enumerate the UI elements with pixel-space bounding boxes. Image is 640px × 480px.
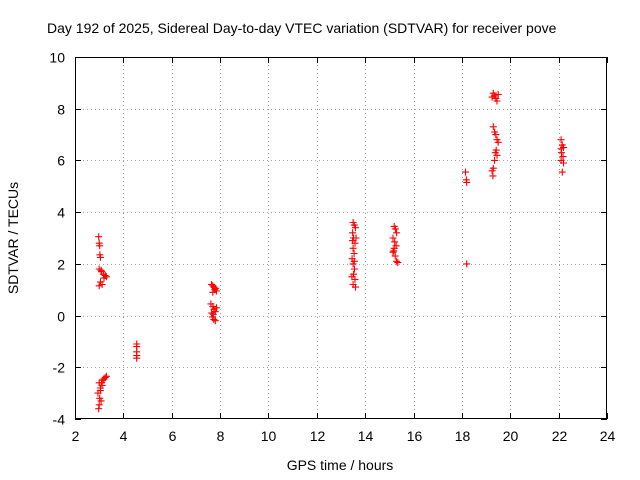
data-point xyxy=(462,168,469,176)
plot-frame xyxy=(75,57,607,419)
y-tick-label: -4 xyxy=(53,412,66,428)
data-point xyxy=(393,229,401,237)
data-point xyxy=(95,282,103,290)
x-tick-label: 6 xyxy=(169,428,177,444)
data-point xyxy=(389,248,397,256)
x-tick-label: 10 xyxy=(261,428,277,444)
data-point xyxy=(391,252,399,260)
data-point xyxy=(352,224,359,232)
x-tick-label: 8 xyxy=(217,428,225,444)
x-tick-label: 4 xyxy=(120,428,128,444)
data-point xyxy=(488,93,496,101)
x-tick-label: 12 xyxy=(310,428,326,444)
data-points xyxy=(94,89,567,413)
y-tick-label: 4 xyxy=(57,205,65,221)
data-point xyxy=(463,260,471,268)
y-tick-label: 0 xyxy=(57,309,65,325)
y-tick-label: 10 xyxy=(49,50,65,66)
y-tick-label: -2 xyxy=(53,360,66,376)
data-point xyxy=(95,405,103,413)
data-point xyxy=(352,283,359,291)
data-point xyxy=(559,153,567,161)
data-point xyxy=(349,237,357,245)
data-point xyxy=(390,244,398,252)
data-point xyxy=(391,238,399,246)
data-point xyxy=(98,381,106,389)
y-tick-label: 8 xyxy=(57,102,65,118)
x-tick-label: 24 xyxy=(600,428,616,444)
data-point xyxy=(348,273,356,281)
x-tick-label: 16 xyxy=(407,428,423,444)
data-point xyxy=(350,250,358,257)
data-point xyxy=(391,225,399,233)
axis-ticks xyxy=(75,57,608,420)
data-point xyxy=(96,242,104,250)
x-tick-label: 14 xyxy=(358,428,374,444)
data-point xyxy=(102,372,110,380)
x-tick-label: 18 xyxy=(455,428,471,444)
y-axis-label: SDTVAR / TECUs xyxy=(5,182,21,294)
y-tick-label: 6 xyxy=(57,153,65,169)
data-point xyxy=(133,354,141,362)
data-point xyxy=(489,172,497,180)
data-point xyxy=(97,397,105,405)
data-point xyxy=(95,233,103,241)
data-point xyxy=(98,281,106,288)
grid-lines xyxy=(75,57,607,419)
x-tick-label: 22 xyxy=(552,428,568,444)
y-tick-label: 2 xyxy=(57,257,65,273)
data-point xyxy=(100,274,108,282)
data-point xyxy=(491,156,499,164)
x-axis-label: GPS time / hours xyxy=(287,457,394,473)
data-point xyxy=(350,257,358,265)
data-point xyxy=(493,97,501,105)
data-point xyxy=(494,138,502,146)
data-point xyxy=(463,178,471,186)
data-point xyxy=(208,309,216,317)
data-point xyxy=(213,287,220,295)
x-tick-label: 2 xyxy=(72,428,80,444)
data-point xyxy=(351,265,358,273)
data-point xyxy=(210,315,218,323)
data-point xyxy=(211,317,219,325)
data-point xyxy=(492,131,500,139)
data-point xyxy=(389,234,397,242)
x-tick-label: 20 xyxy=(503,428,519,444)
data-point xyxy=(349,244,357,252)
data-point xyxy=(96,253,104,261)
data-point xyxy=(394,259,402,267)
data-point xyxy=(101,374,109,382)
data-point xyxy=(488,167,496,175)
data-point xyxy=(213,304,220,312)
data-point xyxy=(349,229,357,237)
data-point xyxy=(560,159,567,167)
data-point xyxy=(393,257,401,265)
data-point xyxy=(489,123,497,131)
data-point xyxy=(493,151,501,159)
data-point xyxy=(494,91,502,98)
data-point xyxy=(557,145,565,153)
data-point xyxy=(211,286,219,294)
chart-title: Day 192 of 2025, Sidereal Day-to-day VTE… xyxy=(47,20,557,36)
data-point xyxy=(558,168,566,176)
data-point xyxy=(96,387,104,395)
data-point xyxy=(557,136,565,144)
